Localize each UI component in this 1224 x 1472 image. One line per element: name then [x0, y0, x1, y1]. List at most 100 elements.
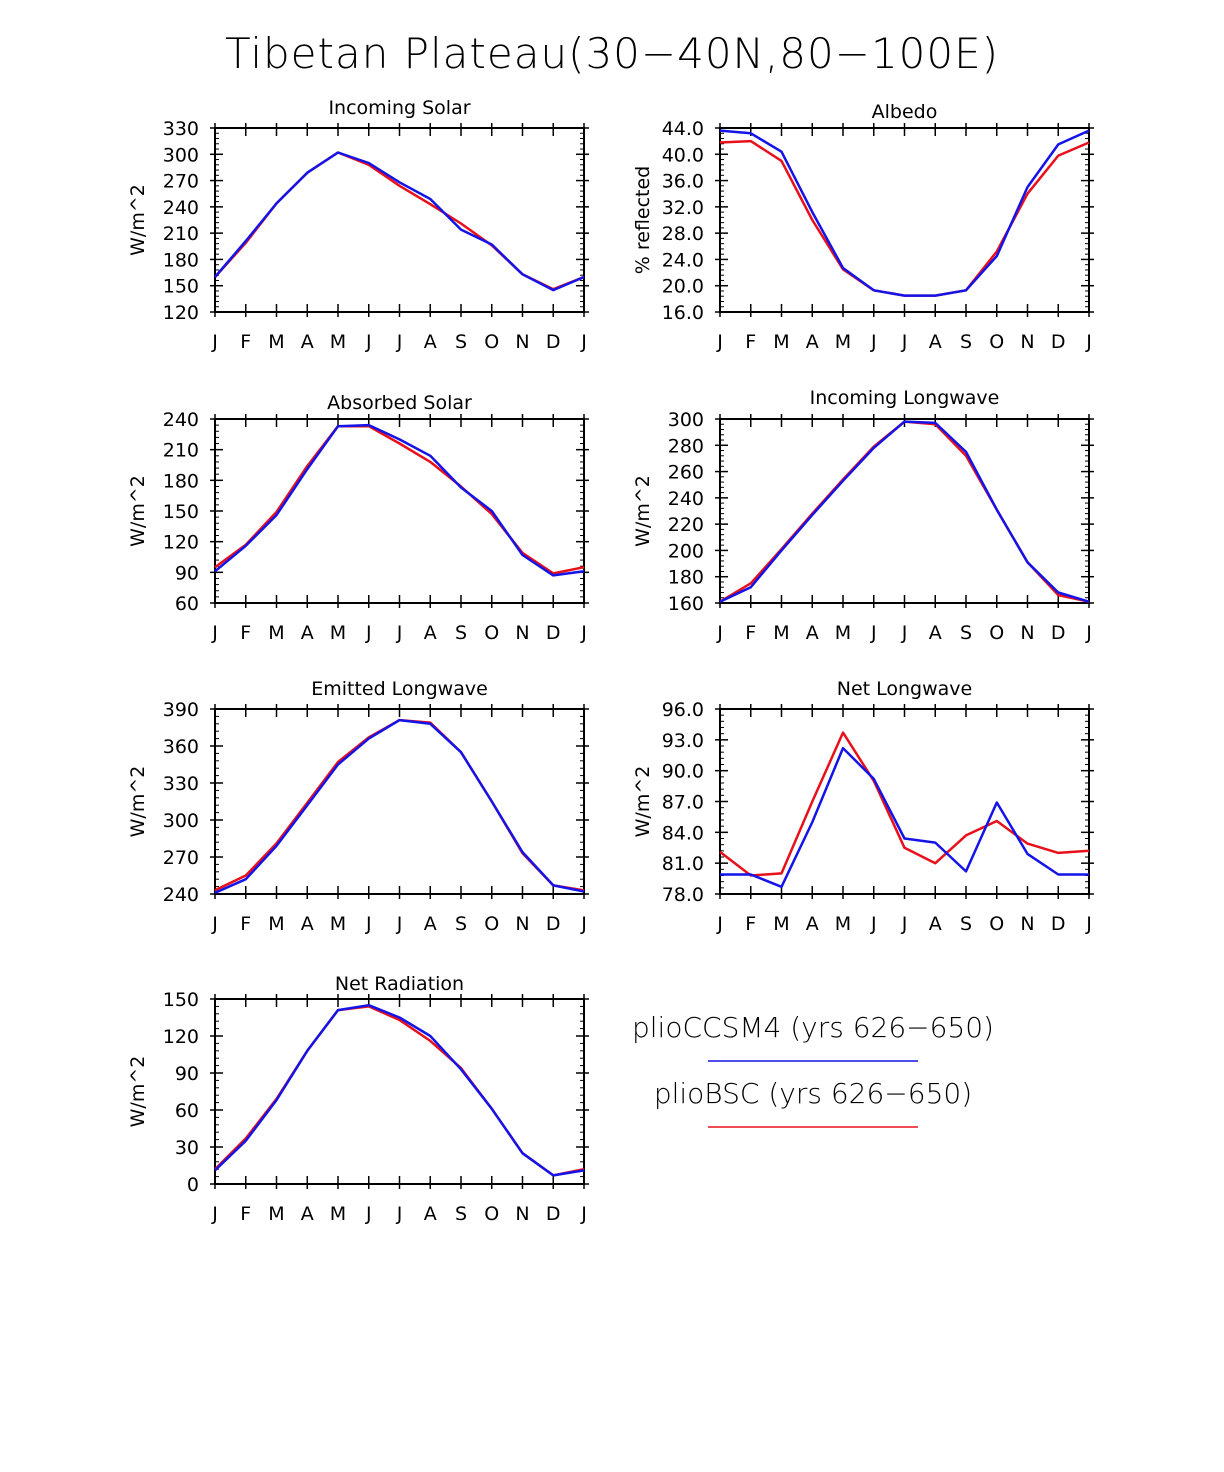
- x-tick-label: M: [773, 331, 789, 353]
- x-tick-label: F: [240, 1203, 251, 1225]
- plot-frame: [214, 708, 585, 895]
- series-line-pliocсsm4: [214, 423, 585, 577]
- y-tick-label: 240: [668, 488, 704, 510]
- x-tick-label: A: [301, 1203, 314, 1225]
- y-tick-label: 120: [163, 532, 199, 554]
- x-tick-label: O: [484, 1203, 499, 1225]
- x-tick-label: O: [989, 622, 1004, 644]
- x-tick-label: M: [773, 622, 789, 644]
- y-tick-label: 330: [163, 773, 199, 795]
- x-tick-label: S: [455, 331, 467, 353]
- plot-frame: [214, 418, 585, 604]
- x-tick-label: F: [240, 331, 251, 353]
- x-tick-label: J: [580, 331, 587, 353]
- x-tick-label: J: [211, 913, 218, 935]
- y-tick-label: 120: [163, 1026, 199, 1048]
- panel-title: Absorbed Solar: [327, 392, 472, 414]
- series-line-pliocсsm4: [719, 129, 1090, 297]
- x-tick-label: A: [301, 913, 314, 935]
- y-tick-label: 44.0: [662, 118, 704, 140]
- x-tick-label: J: [870, 331, 877, 353]
- series-line-pliocсsm4: [214, 151, 585, 292]
- series-line-pliocсsm4: [214, 1003, 585, 1177]
- x-tick-label: A: [806, 331, 819, 353]
- x-tick-label: A: [424, 622, 437, 644]
- x-tick-label: J: [1085, 622, 1092, 644]
- x-tick-label: J: [396, 913, 403, 935]
- x-tick-label: O: [484, 622, 499, 644]
- y-tick-label: 90: [175, 562, 199, 584]
- series-line-pliocсsm4: [720, 746, 1089, 889]
- y-tick-label: 180: [163, 470, 199, 492]
- x-tick-label: A: [929, 913, 942, 935]
- series-line-pliobsc: [719, 731, 1090, 877]
- y-tick-label: 81.0: [662, 853, 704, 875]
- x-tick-label: J: [1085, 331, 1092, 353]
- x-tick-label: M: [330, 331, 346, 353]
- y-tick-label: 300: [668, 409, 704, 431]
- x-tick-label: A: [929, 331, 942, 353]
- x-tick-label: M: [330, 1203, 346, 1225]
- x-tick-label: J: [580, 622, 587, 644]
- x-tick-label: S: [455, 913, 467, 935]
- y-tick-label: 220: [668, 514, 704, 536]
- x-tick-label: J: [365, 622, 372, 644]
- x-tick-label: A: [424, 331, 437, 353]
- y-tick-label: 150: [163, 501, 199, 523]
- y-tick-label: 210: [163, 440, 199, 462]
- y-tick-label: 240: [163, 884, 199, 906]
- legend-label-pliocсsm4: plioCCSM4 (yrs 626−650): [632, 1011, 994, 1044]
- x-tick-label: F: [745, 622, 756, 644]
- x-tick-label: J: [901, 622, 908, 644]
- panel-title: Albedo: [872, 101, 938, 123]
- x-tick-label: D: [1051, 622, 1066, 644]
- x-tick-label: N: [515, 622, 529, 644]
- x-tick-label: J: [870, 622, 877, 644]
- y-axis-label: W/m^2: [632, 475, 654, 547]
- series-line-pliobsc: [214, 718, 585, 892]
- x-tick-label: S: [960, 913, 972, 935]
- y-tick-label: 360: [163, 736, 199, 758]
- y-tick-label: 84.0: [662, 822, 704, 844]
- x-tick-label: M: [835, 622, 851, 644]
- x-tick-label: D: [1051, 913, 1066, 935]
- x-tick-label: M: [268, 1203, 284, 1225]
- x-tick-label: J: [870, 913, 877, 935]
- y-tick-label: 36.0: [662, 171, 704, 193]
- x-tick-label: S: [960, 331, 972, 353]
- x-tick-label: M: [835, 913, 851, 935]
- y-tick-label: 32.0: [662, 197, 704, 219]
- y-tick-label: 120: [163, 302, 199, 324]
- y-tick-label: 390: [163, 699, 199, 721]
- x-tick-label: S: [960, 622, 972, 644]
- y-tick-label: 240: [163, 197, 199, 219]
- y-tick-label: 78.0: [662, 884, 704, 906]
- y-tick-label: 16.0: [662, 302, 704, 324]
- y-tick-label: 160: [668, 593, 704, 615]
- y-tick-label: 300: [163, 144, 199, 166]
- x-tick-label: J: [901, 331, 908, 353]
- y-tick-label: 24.0: [662, 249, 704, 271]
- x-tick-label: A: [806, 913, 819, 935]
- x-tick-label: J: [365, 331, 372, 353]
- x-tick-label: O: [484, 331, 499, 353]
- y-tick-label: 28.0: [662, 223, 704, 245]
- legend-label-pliobsc: plioBSC (yrs 626−650): [654, 1077, 972, 1110]
- x-tick-label: D: [546, 913, 561, 935]
- x-tick-label: D: [546, 1203, 561, 1225]
- x-tick-label: J: [901, 913, 908, 935]
- y-tick-label: 60: [175, 593, 199, 615]
- x-tick-label: O: [989, 913, 1004, 935]
- x-tick-label: J: [716, 622, 723, 644]
- x-tick-label: A: [424, 913, 437, 935]
- x-tick-label: J: [211, 622, 218, 644]
- x-tick-label: M: [268, 913, 284, 935]
- series-line-pliobsc: [214, 151, 585, 291]
- y-axis-label: W/m^2: [127, 1056, 149, 1128]
- y-tick-label: 200: [668, 540, 704, 562]
- x-tick-label: M: [330, 622, 346, 644]
